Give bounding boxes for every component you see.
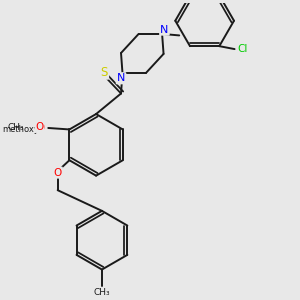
Text: N: N: [117, 73, 125, 83]
Text: O: O: [36, 123, 44, 133]
Text: O: O: [53, 168, 62, 178]
Text: CH₃: CH₃: [7, 123, 24, 132]
Text: methoxy: methoxy: [2, 125, 39, 134]
Text: S: S: [100, 66, 108, 79]
Text: Cl: Cl: [238, 44, 248, 54]
Text: N: N: [160, 25, 169, 34]
Text: O: O: [35, 122, 44, 132]
Text: CH₃: CH₃: [94, 288, 110, 297]
